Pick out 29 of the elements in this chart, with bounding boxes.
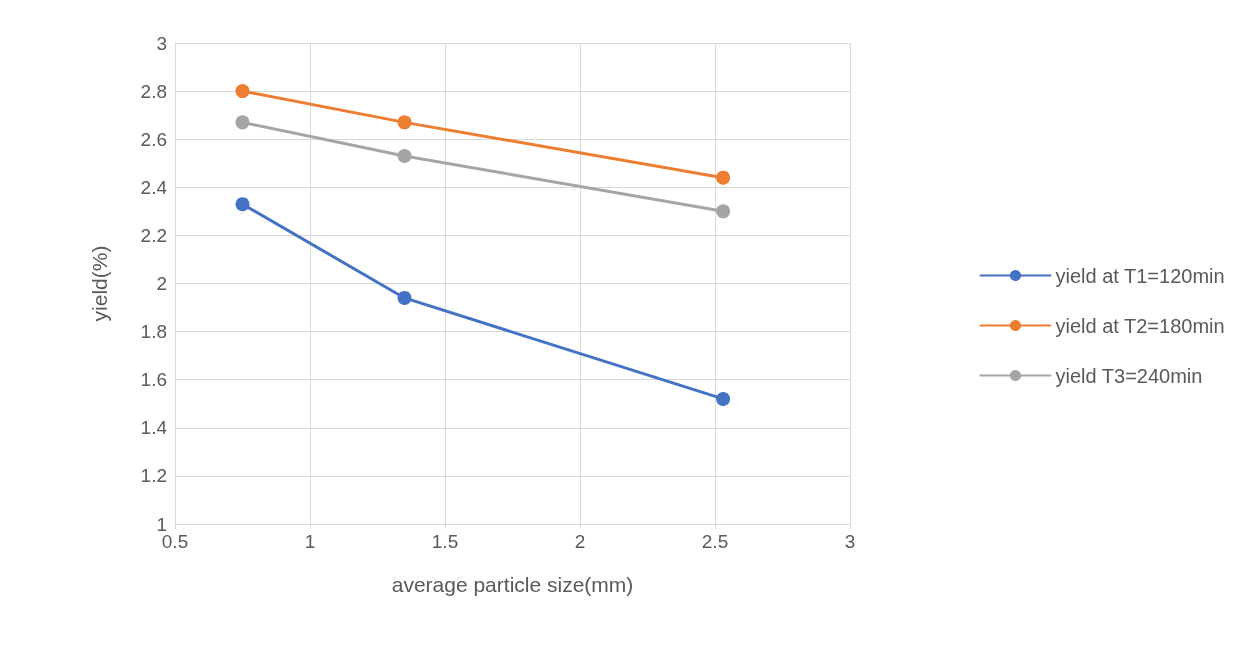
point [716, 391, 731, 406]
x-tick-label: 2 [574, 531, 586, 552]
point [397, 290, 412, 305]
y-tick-label: 2.4 [140, 176, 168, 198]
y-tick-label: 1.2 [140, 465, 167, 487]
legend-label: yield T3=240min [1055, 364, 1203, 387]
point [397, 115, 412, 130]
y-tick-label: 3 [156, 32, 167, 54]
x-tick-label: 3 [844, 531, 856, 552]
y-tick-label: 2 [156, 273, 167, 294]
legend-label: yield at T2=180min [1055, 314, 1225, 337]
x-tick-label: 1.5 [431, 531, 459, 552]
y-tick-label: 1.4 [140, 417, 168, 439]
y-tick-label: 2.8 [140, 80, 167, 102]
point [235, 84, 250, 99]
y-tick-label: 2.2 [140, 224, 167, 246]
point [397, 149, 412, 164]
point [716, 170, 731, 185]
x-tick-label: 1 [304, 531, 316, 552]
y-tick-label: 2.6 [140, 128, 167, 150]
x-axis-title: average particle size(mm) [391, 573, 634, 596]
y-tick-label: 1.8 [140, 321, 167, 343]
x-tick-label: 2.5 [701, 531, 729, 552]
y-axis-title: yield(%) [88, 245, 111, 322]
point [716, 204, 731, 219]
legend-label: yield at T1=120min [1055, 264, 1225, 287]
y-tick-label: 1.6 [140, 369, 167, 391]
point [235, 197, 250, 212]
point [235, 115, 250, 130]
